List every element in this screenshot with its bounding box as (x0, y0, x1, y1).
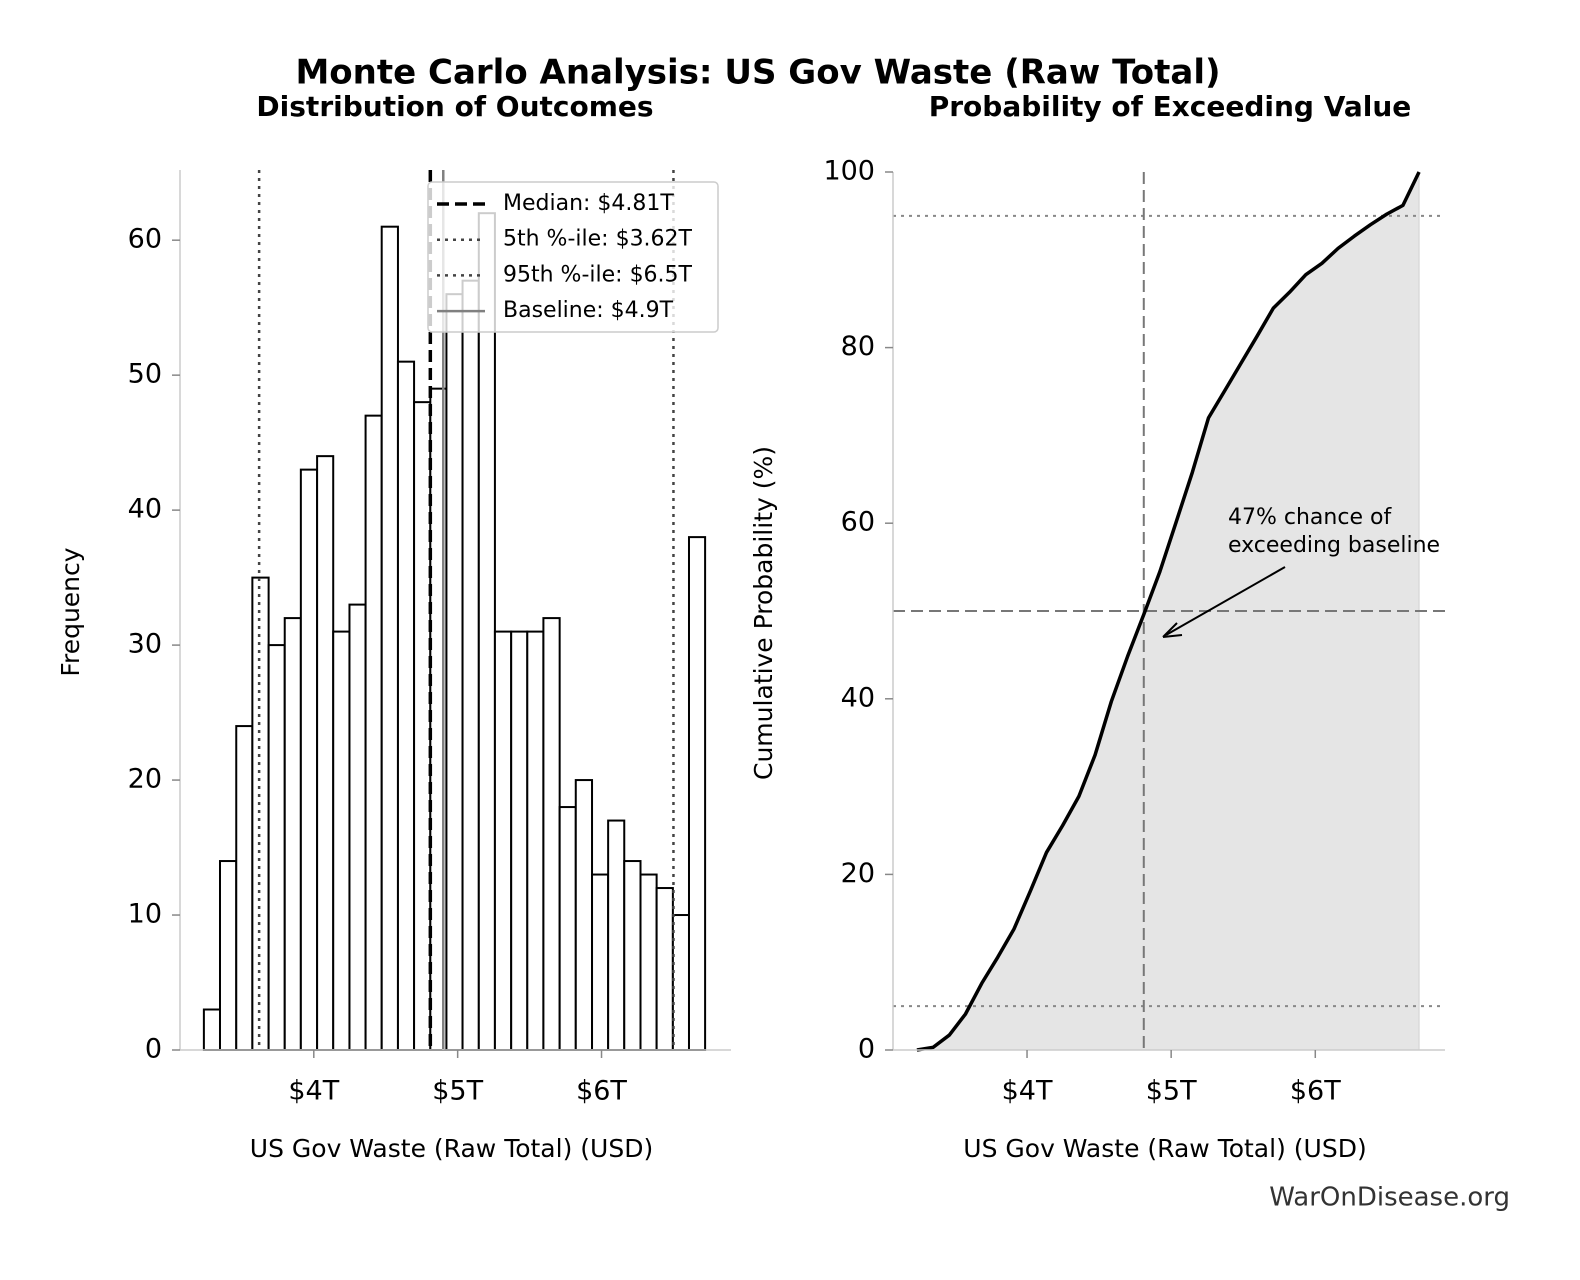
legend-box (427, 181, 719, 333)
chart-title: Probability of Exceeding Value (929, 90, 1412, 123)
annotation: 47% chance of (1228, 505, 1392, 530)
bar (413, 401, 432, 1052)
bar (493, 630, 513, 1051)
x-tick-label: $4T (1002, 1076, 1053, 1107)
annotation-arrowhead (1162, 622, 1183, 638)
bar (623, 860, 642, 1052)
bar (348, 603, 367, 1052)
x-tick-label: $6T (576, 1076, 627, 1107)
bar (202, 1008, 221, 1052)
bar (607, 819, 626, 1051)
legend-label: 95th %-ile: $6.5T (503, 262, 693, 287)
bar (510, 630, 529, 1051)
bar (299, 468, 319, 1051)
y-tick-label: 60 (841, 507, 875, 538)
y-tick-label: 80 (841, 331, 875, 362)
y-tick-label: 20 (841, 858, 875, 889)
bar (316, 455, 335, 1052)
bar (687, 536, 707, 1051)
bar (364, 414, 383, 1051)
bar (218, 860, 238, 1052)
x-axis-label: US Gov Waste (Raw Total) (USD) (963, 1134, 1366, 1163)
y-tick-label: 10 (128, 899, 162, 930)
line (916, 171, 1421, 1052)
bar (267, 644, 286, 1052)
y-tick-label: 60 (128, 224, 162, 255)
bar (542, 617, 561, 1051)
x-tick-label: $4T (288, 1076, 339, 1107)
y-axis-label: Frequency (56, 547, 85, 676)
y-tick-label: 20 (128, 764, 162, 795)
figure-title: Monte Carlo Analysis: US Gov Waste (Raw … (295, 53, 1220, 93)
bar (477, 212, 496, 1051)
legend: Median: $4.81T 5th %-ile: $3.62T 95th %-il… (427, 181, 719, 333)
x-tick-label: $5T (432, 1076, 483, 1107)
bar (283, 617, 302, 1051)
y-tick-label: 30 (128, 629, 162, 660)
y-tick-label: 0 (858, 1034, 875, 1065)
y-tick-label: 50 (128, 359, 162, 390)
y-tick-label: 40 (841, 682, 875, 713)
bar (332, 630, 351, 1051)
legend-label: 5th %-ile: $3.62T (503, 227, 693, 252)
bar (591, 873, 610, 1051)
x-tick-label: $6T (1290, 1076, 1341, 1107)
legend-label: Baseline: $4.9T (503, 298, 674, 323)
bar (380, 225, 399, 1051)
bar (235, 725, 254, 1051)
bar (574, 779, 594, 1051)
bar (655, 887, 674, 1051)
bar (526, 630, 545, 1051)
bar (251, 576, 270, 1051)
y-axis-label: Cumulative Probability (%) (749, 446, 778, 780)
annotation-arrow (1165, 566, 1286, 636)
bar (461, 279, 480, 1051)
y-tick-label: 40 (128, 494, 162, 525)
footer: WarOnDisease.org (1269, 1183, 1510, 1213)
x-tick-label: $5T (1146, 1076, 1197, 1107)
legend-label: Median: $4.81T (503, 191, 674, 216)
bar (445, 293, 464, 1052)
annotation: exceeding baseline (1228, 533, 1440, 558)
x-axis-label: US Gov Waste (Raw Total) (USD) (250, 1134, 653, 1163)
bar (671, 914, 690, 1052)
y-tick-label: 100 (823, 156, 875, 187)
bar (558, 806, 577, 1052)
y-tick-label: 0 (145, 1034, 162, 1065)
bar (396, 360, 416, 1051)
bar (639, 873, 658, 1051)
chart-title: Distribution of Outcomes (256, 90, 653, 123)
